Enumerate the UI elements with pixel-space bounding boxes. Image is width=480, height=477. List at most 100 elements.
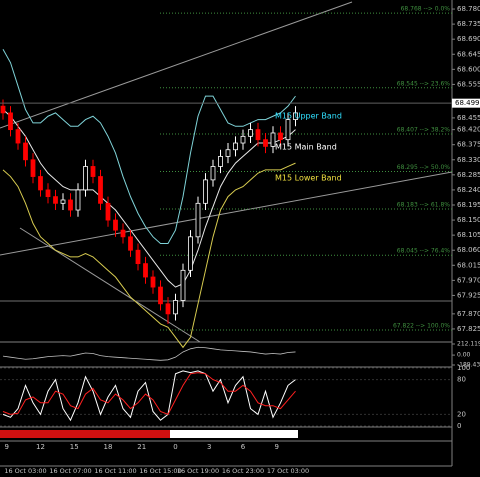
last-price-box [452, 98, 480, 108]
y-tick-label: 80 [457, 376, 466, 384]
hour-label: 9 [275, 443, 279, 451]
fib-label: 67.822 --> 100.0% [393, 322, 450, 329]
y-tick-label: 68.330 [457, 156, 480, 164]
candle-body [240, 135, 246, 144]
y-tick-label: 68.420 [457, 126, 480, 134]
x-tick-label: 16 Oct 19:00 [177, 467, 219, 475]
candle-body [173, 300, 178, 315]
fib-label: 68.295 --> 50.0% [397, 164, 451, 171]
hour-label: 3 [207, 443, 211, 451]
band-line [2, 109, 296, 288]
x-tick-label: 16 Oct 03:00 [4, 467, 46, 475]
y-tick-label: 68.455 [457, 114, 480, 122]
y-tick-label: 67.925 [457, 291, 480, 299]
trendline [0, 1, 353, 129]
last-price-label: 68.499 [455, 99, 480, 107]
candle-body [120, 229, 126, 238]
y-tick-label: 0.00 [457, 352, 471, 359]
candle-body [60, 199, 66, 204]
y-tick-label: 67.870 [457, 310, 480, 318]
y-tick-label: 68.105 [457, 231, 480, 239]
hour-label: 0 [173, 443, 177, 451]
candle-body [98, 176, 103, 204]
y-tick-label: 68.600 [457, 65, 480, 73]
candle-body [195, 202, 201, 238]
x-tick-label: 16 Oct 23:00 [222, 467, 264, 475]
y-tick-label: 68.150 [457, 216, 480, 224]
band-label: M15 Main Band [275, 143, 337, 152]
hour-label: 6 [241, 443, 246, 451]
y-tick-label: 68.060 [457, 246, 480, 254]
candle-body [270, 132, 276, 147]
candle-body [128, 236, 133, 251]
y-tick-label: 68.015 [457, 261, 480, 269]
candle-body [180, 269, 186, 301]
y-tick-label: 68.285 [457, 171, 480, 179]
fib-label: 68.183 --> 61.8% [397, 202, 451, 209]
x-tick-label: 16 Oct 15:00 [139, 467, 181, 475]
hour-label: 21 [137, 443, 146, 451]
candle-body [113, 219, 118, 231]
candle-body [285, 119, 291, 141]
candle-body [38, 176, 43, 191]
y-tick-label: 100 [457, 364, 470, 372]
y-tick-label: 20 [457, 410, 466, 418]
trendline [19, 227, 201, 343]
candle-body [210, 166, 216, 181]
candle-body [203, 179, 208, 204]
candle-body [68, 199, 73, 211]
y-tick-label: 0 [457, 422, 461, 430]
y-tick-label: 67.825 [457, 325, 480, 333]
stochastic-line [2, 372, 296, 416]
candle-body [23, 142, 28, 161]
candle-body [105, 202, 111, 221]
hour-label: 18 [104, 443, 113, 451]
y-tick-label: 68.375 [457, 141, 480, 149]
candle-body [218, 156, 223, 167]
candle-body [83, 166, 88, 191]
oscillator-line [2, 346, 296, 361]
candle-body [225, 149, 231, 157]
fib-label: 68.045 --> 76.4% [397, 248, 451, 255]
candle-body [90, 166, 96, 177]
band-line [2, 48, 296, 245]
candle-body [0, 105, 6, 114]
y-tick-label: -189.430 [457, 362, 480, 369]
candle-body [8, 112, 13, 131]
candle-body [30, 159, 36, 177]
fib-label: 68.768 --> 0.0% [401, 6, 451, 13]
candle-body [53, 196, 58, 204]
trend-strip-down [0, 430, 170, 438]
candle-body [278, 132, 283, 141]
candle-body [45, 189, 51, 198]
candle-body [233, 142, 238, 151]
y-tick-label: 68.195 [457, 201, 480, 209]
candle-body [188, 236, 193, 271]
candle-body [143, 263, 148, 278]
candle-body [263, 139, 268, 147]
candle-body [75, 189, 81, 211]
y-tick-label: 67.970 [457, 276, 480, 284]
x-tick-label: 16 Oct 11:00 [94, 467, 136, 475]
candle-body [150, 276, 156, 288]
y-tick-label: 68.645 [457, 50, 480, 58]
y-tick-label: 68.555 [457, 80, 480, 88]
band-label: M15 Upper Band [275, 112, 342, 121]
y-tick-label: 212.1194 [457, 341, 480, 348]
trend-strip-up [170, 430, 298, 438]
candle-body [293, 112, 298, 120]
hour-label: 9 [5, 443, 9, 451]
band-label: M15 Lower Band [275, 174, 342, 183]
band-line [2, 162, 296, 349]
candle-body [158, 286, 163, 305]
stochastic-line [2, 370, 296, 422]
fib-label: 68.407 --> 38.2% [397, 126, 451, 133]
hour-label: 12 [36, 443, 45, 451]
hour-label: 15 [70, 443, 79, 451]
candle-body [135, 249, 141, 265]
candle-body [165, 303, 171, 315]
fib-label: 68.545 --> 23.6% [397, 80, 451, 87]
candle-body [248, 129, 253, 137]
x-tick-label: 17 Oct 03:00 [267, 467, 309, 475]
